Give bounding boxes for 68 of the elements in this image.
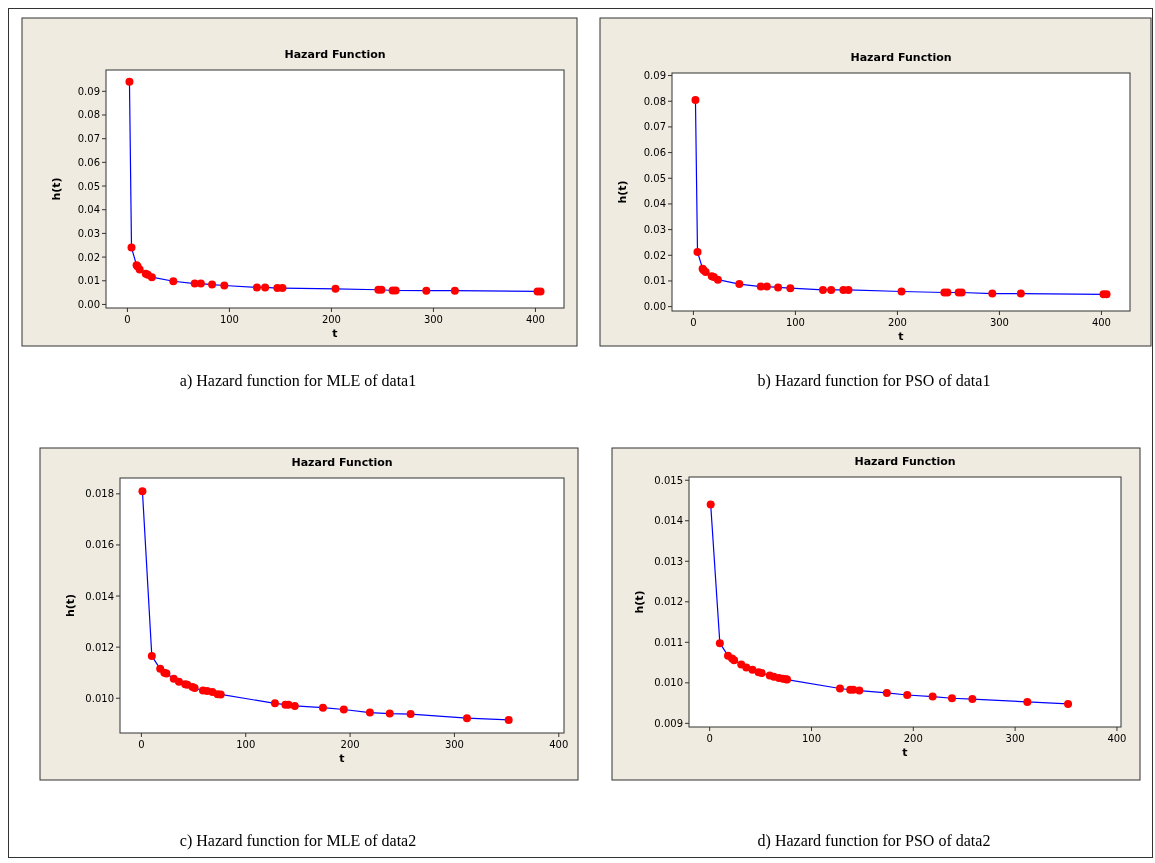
y-tick-label: 0.04 — [643, 198, 666, 210]
y-tick-label: 0.02 — [643, 249, 666, 261]
y-axis-title: h(t) — [50, 177, 63, 201]
y-axis-title: h(t) — [633, 590, 646, 614]
x-tick-label: 300 — [989, 317, 1009, 328]
y-axis-title: h(t) — [64, 593, 77, 618]
x-tick-label: 0 — [690, 317, 697, 328]
chart-title: Hazard Function — [284, 48, 386, 61]
x-tick-label: 100 — [219, 314, 239, 325]
text: b) Hazard function for PSO of data1 — [757, 372, 991, 390]
y-tick-label: 0.03 — [643, 224, 666, 236]
x-tick-label: 0 — [138, 739, 145, 750]
y-tick-label: 0.00 — [643, 301, 666, 313]
y-tick-label: 0.08 — [643, 95, 666, 107]
y-tick-label: 0.014 — [654, 515, 683, 527]
chart-title: Hazard Function — [850, 51, 952, 64]
y-tick-label: 0.010 — [654, 677, 683, 689]
y-tick-label: 0.00 — [77, 298, 100, 310]
text: a) Hazard function for MLE of data1 — [179, 372, 417, 390]
y-tick-label: 0.01 — [77, 275, 100, 287]
x-tick-label: 400 — [525, 314, 545, 325]
x-tick-label: 400 — [1107, 733, 1127, 744]
x-tick-label: 300 — [1005, 733, 1025, 744]
y-tick-label: 0.01 — [643, 275, 666, 287]
x-tick-label: 0 — [706, 733, 713, 744]
y-tick-label: 0.012 — [654, 596, 683, 608]
x-tick-label: 200 — [903, 733, 923, 744]
x-tick-label: 300 — [444, 739, 464, 750]
y-tick-label: 0.05 — [77, 180, 100, 192]
y-tick-label: 0.018 — [85, 488, 114, 500]
y-tick-label: 0.011 — [654, 636, 683, 648]
x-axis-title: t — [339, 752, 345, 765]
x-tick-label: 300 — [423, 314, 443, 325]
x-tick-label: 400 — [549, 739, 569, 750]
y-tick-label: 0.09 — [643, 70, 666, 82]
x-tick-label: 100 — [801, 733, 822, 744]
y-tick-label: 0.009 — [654, 717, 683, 729]
x-tick-label: 200 — [340, 739, 360, 750]
x-tick-label: 100 — [236, 739, 256, 750]
x-tick-label: 400 — [1091, 317, 1111, 328]
y-tick-label: 0.05 — [643, 172, 666, 184]
x-tick-label: 200 — [321, 314, 341, 325]
y-tick-label: 0.06 — [643, 147, 666, 159]
y-tick-label: 0.04 — [77, 204, 100, 216]
y-tick-label: 0.013 — [654, 555, 683, 567]
text: c) Hazard function for MLE of data2 — [179, 832, 417, 850]
y-tick-label: 0.07 — [643, 121, 666, 133]
y-tick-label: 0.010 — [85, 692, 114, 704]
y-tick-label: 0.02 — [77, 251, 100, 263]
x-tick-label: 100 — [785, 317, 805, 328]
x-tick-label: 0 — [124, 314, 131, 325]
y-tick-label: 0.07 — [77, 133, 100, 145]
x-axis-title: t — [898, 330, 904, 343]
y-tick-label: 0.06 — [77, 156, 100, 168]
y-tick-label: 0.03 — [77, 227, 100, 239]
y-tick-label: 0.012 — [85, 641, 114, 653]
y-axis-title: h(t) — [616, 180, 629, 204]
y-tick-label: 0.08 — [77, 109, 100, 121]
chart-title: Hazard Function — [291, 456, 393, 469]
text: d) Hazard function for PSO of data2 — [757, 832, 991, 850]
y-tick-label: 0.014 — [85, 590, 114, 602]
chart-title: Hazard Function — [854, 455, 956, 468]
y-tick-label: 0.015 — [654, 474, 683, 486]
y-tick-label: 0.016 — [85, 539, 114, 551]
y-tick-label: 0.09 — [77, 85, 100, 97]
x-axis-title: t — [902, 746, 908, 759]
x-axis-title: t — [332, 327, 338, 340]
x-tick-label: 200 — [887, 317, 907, 328]
